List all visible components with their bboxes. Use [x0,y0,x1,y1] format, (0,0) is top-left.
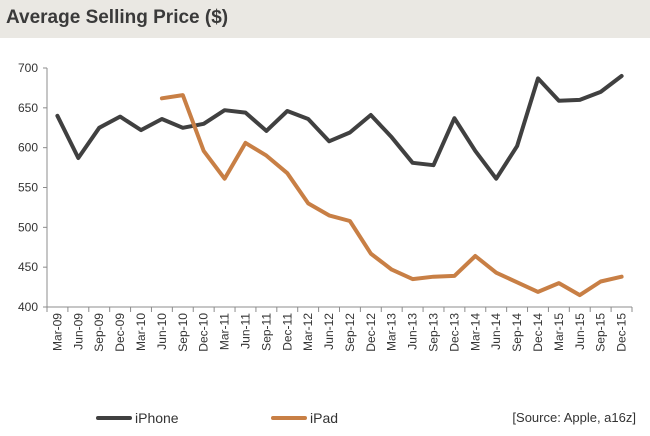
x-tick-label: Dec-14 [531,313,545,352]
y-tick-label: 400 [18,300,38,314]
legend-swatch-iphone [96,416,132,420]
x-tick-label: Sep-12 [343,313,357,352]
x-tick-label: Mar-09 [50,313,64,351]
x-tick-label: Dec-09 [113,313,127,352]
x-tick-label: Sep-11 [259,313,273,351]
x-tick-label: Mar-10 [134,313,148,351]
x-tick-label: Mar-12 [301,313,315,351]
x-tick-label: Mar-13 [385,313,399,351]
x-tick-label: Jun-11 [238,313,252,349]
y-tick-label: 500 [18,220,38,234]
x-tick-label: Sep-10 [176,313,190,352]
x-tick-label: Jun-09 [71,313,85,350]
y-tick-label: 550 [18,181,38,195]
x-tick-label: Mar-14 [468,313,482,351]
legend-label-ipad: iPad [310,410,339,426]
legend-item-ipad: iPad [271,410,338,426]
x-tick-label: Jun-15 [573,313,587,350]
x-tick-label: Mar-15 [552,313,566,351]
x-tick-label: Mar-11 [218,313,232,350]
chart-title: Average Selling Price ($) [6,7,229,28]
x-tick-label: Sep-13 [427,313,441,352]
legend-swatch-ipad [271,416,307,420]
y-tick-label: 450 [18,260,38,274]
legend-label-iphone: iPhone [135,410,179,426]
x-tick-label: Sep-14 [510,313,524,352]
source-note: [Source: Apple, a16z] [512,410,636,425]
x-tick-label: Dec-10 [197,313,211,352]
legend-item-iphone: iPhone [96,410,179,426]
x-tick-label: Dec-11 [280,313,294,351]
x-tick-label: Jun-10 [155,313,169,350]
x-tick-label: Jun-13 [406,313,420,350]
y-tick-label: 700 [18,61,38,75]
x-tick-label: Jun-12 [322,313,336,350]
x-tick-label: Dec-12 [364,313,378,352]
x-tick-label: Sep-15 [594,313,608,352]
x-tick-label: Dec-13 [447,313,461,352]
series-line-iphone [55,74,624,181]
y-tick-label: 650 [18,101,38,115]
x-tick-label: Sep-09 [92,313,106,352]
title-bar: Average Selling Price ($) [0,0,650,38]
x-tick-label: Dec-15 [615,313,629,352]
y-tick-label: 600 [18,141,38,155]
x-tick-label: Jun-14 [489,313,503,350]
series-line-ipad [159,93,624,298]
